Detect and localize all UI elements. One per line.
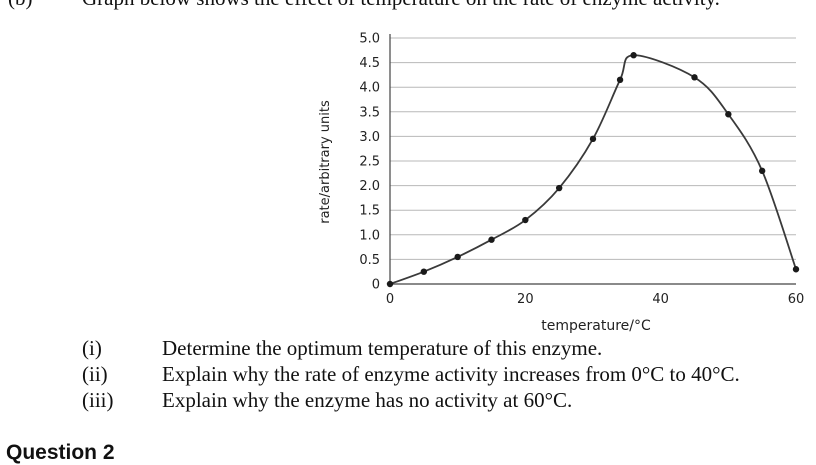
x-tick-label: 60: [788, 292, 805, 307]
data-point: [758, 167, 766, 175]
question-text: Determine the optimum temperature of thi…: [162, 336, 603, 360]
y-tick-label: 0.5: [359, 253, 380, 268]
data-point: [725, 111, 732, 118]
question-header: (b) Graph below shows the effect of temp…: [0, 0, 816, 10]
y-tick-label: 0: [372, 278, 380, 293]
data-point: [488, 236, 495, 243]
data-point: [522, 216, 529, 224]
next-question-heading: Question 2: [6, 441, 115, 464]
question-text: Explain why the rate of enzyme activity …: [162, 362, 740, 386]
data-point: [630, 52, 637, 59]
data-point: [589, 135, 597, 143]
y-tick-label: 4.0: [359, 81, 380, 96]
question-text: Explain why the enzyme has no activity a…: [162, 388, 573, 412]
part-label: (b): [8, 0, 33, 11]
data-series: [386, 52, 800, 288]
grid-lines: [390, 37, 796, 260]
data-point: [386, 280, 394, 288]
data-point: [420, 268, 428, 275]
y-tick-label: 1.5: [359, 204, 380, 219]
axes: [389, 34, 796, 285]
data-point: [555, 184, 563, 192]
y-tick-label: 3.5: [359, 105, 380, 120]
x-tick-label: 40: [652, 292, 669, 307]
y-tick-label: 3.0: [359, 130, 380, 145]
x-tick-label: 20: [517, 292, 534, 307]
data-point: [691, 74, 698, 81]
y-tick-label: 5.0: [359, 32, 380, 47]
question-number: (i): [82, 336, 102, 360]
x-axis-label: temperature/°C: [541, 318, 651, 334]
question-number: (ii): [82, 362, 108, 386]
question-stem: Graph below shows the effect of temperat…: [82, 0, 720, 11]
data-point: [454, 253, 461, 261]
enzyme-rate-chart: 00.51.01.52.02.53.03.54.04.55.0 0 20 40 60 …: [318, 32, 804, 335]
y-tick-label: 2.0: [359, 179, 380, 194]
x-tick-labels: 0 20 40 60: [386, 292, 804, 307]
y-tick-labels: 0 0.5 1.0 1.5 2.0 2.5 3.0 3.5 4.0 4.5 5.0: [359, 32, 380, 293]
series-line: [389, 54, 797, 285]
y-tick-label: 1.0: [359, 228, 380, 243]
data-point: [616, 76, 624, 84]
y-tick-label: 2.5: [359, 155, 380, 170]
question-number: (iii): [82, 388, 114, 412]
x-tick-label: 0: [386, 292, 394, 307]
y-axis-label: rate/arbitrary units: [318, 100, 333, 224]
y-tick-label: 4.5: [359, 56, 380, 71]
data-point: [792, 266, 800, 273]
